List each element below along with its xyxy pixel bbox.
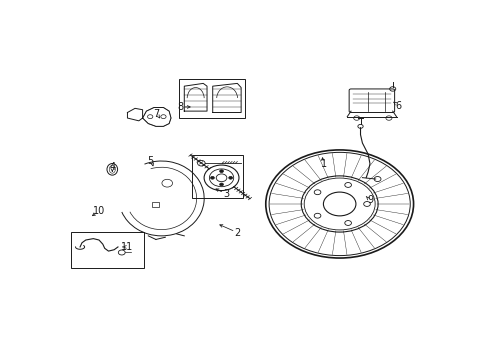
Text: 8: 8 bbox=[177, 102, 183, 112]
Text: 5: 5 bbox=[147, 156, 153, 166]
Text: 3: 3 bbox=[223, 189, 228, 199]
Text: 11: 11 bbox=[121, 242, 133, 252]
Text: 2: 2 bbox=[234, 228, 240, 238]
Circle shape bbox=[219, 170, 223, 172]
Text: 1: 1 bbox=[321, 159, 327, 169]
Text: 4: 4 bbox=[109, 162, 115, 172]
Bar bbox=[70, 232, 144, 268]
Circle shape bbox=[219, 183, 223, 186]
Bar bbox=[191, 156, 243, 198]
Text: 7: 7 bbox=[152, 109, 159, 119]
Bar bbox=[152, 202, 159, 207]
Bar bbox=[178, 79, 244, 118]
Circle shape bbox=[228, 176, 232, 179]
Text: 6: 6 bbox=[394, 100, 401, 111]
Circle shape bbox=[210, 176, 214, 179]
Text: 10: 10 bbox=[93, 206, 105, 216]
Text: 9: 9 bbox=[366, 195, 372, 205]
